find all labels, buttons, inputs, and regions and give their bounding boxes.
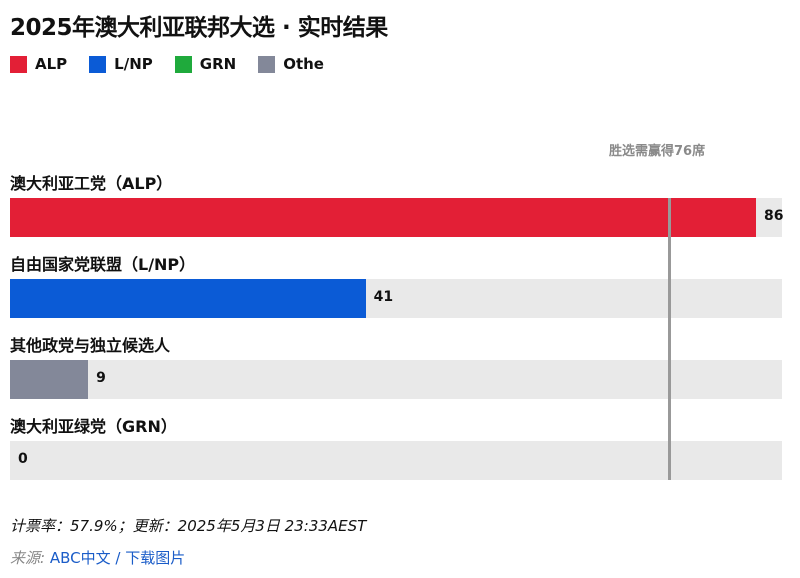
bar-track: 0 [10,441,782,480]
legend-item-lnp: L/NP [89,55,153,73]
legend-swatch [258,55,276,73]
legend-swatch [89,55,107,73]
legend-swatch [10,55,27,73]
legend-item-other: Othe [258,55,324,73]
source-line: 来源: ABC中文 / 下载图片 [10,547,185,568]
separator: / [110,549,126,567]
legend-item-grn: GRN [174,55,237,73]
bar-track: 86 [10,198,784,237]
bar-label: 自由国家党联盟（L/NP） [10,255,196,274]
majority-line [667,198,671,480]
legend-label: L/NP [114,55,153,73]
source-link[interactable]: ABC中文 [49,549,111,567]
bar-track: 41 [10,279,782,318]
bar-value: 86 [763,208,784,224]
bar-label: 其他政党与独立候选人 [10,336,171,355]
legend-label: ALP [35,55,68,73]
bar-track: 9 [10,360,782,399]
bar-label: 澳大利亚绿党（GRN） [10,417,177,436]
legend-label: Othe [283,55,324,73]
bar-value: 0 [18,451,28,467]
download-link[interactable]: 下载图片 [125,549,186,567]
bar-value: 41 [373,289,394,305]
majority-label: 胜选需赢得76席 [609,144,706,159]
legend-label: GRN [199,55,237,73]
source-prefix: 来源: [10,549,50,567]
bar-value: 9 [96,370,106,386]
bar [10,360,89,399]
bar-label: 澳大利亚工党（ALP） [10,174,173,193]
chart-title: 2025年澳大利亚联邦大选 · 实时结果 [10,15,388,41]
bar [10,198,756,237]
legend: ALP L/NP GRN Othe [10,55,324,73]
legend-swatch [174,55,192,73]
footer-note: 计票率：57.9%；更新：2025年5月3日 23:33AEST [10,517,367,535]
bar [10,279,366,318]
legend-item-alp: ALP [10,55,67,73]
